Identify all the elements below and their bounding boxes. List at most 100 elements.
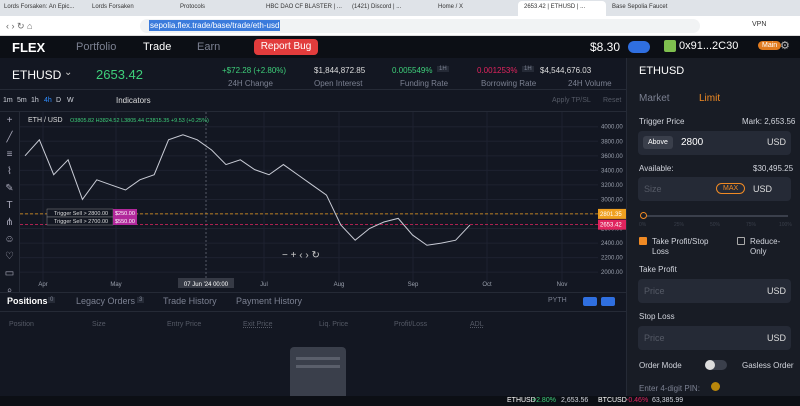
tab[interactable]: Protocols	[180, 4, 206, 10]
bottom-tab[interactable]: Legacy Orders	[76, 296, 136, 306]
timeframe[interactable]: 1h	[31, 97, 39, 104]
empty-icon	[290, 347, 346, 397]
x-tick-label: Aug	[334, 282, 345, 288]
stat-label: 24H Change	[228, 79, 273, 88]
field-label: Trigger Price	[639, 117, 685, 126]
positions-panel: Positions 0 Legacy Orders 3 Trade Histor…	[0, 292, 626, 397]
price-line-series	[24, 134, 471, 246]
expand-btn[interactable]	[583, 297, 597, 306]
gasless-label: Gasless Order	[742, 361, 794, 370]
balance[interactable]: $8.30	[590, 40, 621, 54]
timeframe[interactable]: 1m	[3, 97, 13, 104]
y-tick-label: 3400.00	[601, 168, 623, 174]
placeholder[interactable]: Price	[644, 333, 665, 343]
tab-bar: Lords Forsaken: An Epic... Lords Forsake…	[0, 0, 800, 16]
sl-input[interactable]	[638, 326, 791, 350]
bottom-tab[interactable]: Trade History	[163, 296, 217, 306]
timeframe[interactable]: D	[56, 97, 62, 104]
symbol[interactable]: ETHUSD	[12, 68, 62, 82]
address-row: ‹ › ↻ ⌂ sepolia.flex.trade/base/trade/et…	[0, 16, 800, 36]
active-tab[interactable]	[518, 1, 606, 16]
tab[interactable]: (1421) Discord | ...	[352, 4, 402, 10]
tpsl-label[interactable]: Take Profit/Stop Loss	[652, 237, 709, 256]
nav-link[interactable]: Earn	[197, 41, 221, 53]
mode-tab[interactable]: Limit	[699, 93, 721, 104]
stat-tag[interactable]: 1H	[522, 66, 534, 72]
status-symbol: ETHUSD	[507, 397, 536, 404]
vpn[interactable]: VPN	[752, 21, 767, 28]
tab[interactable]: Base Sepolia Faucet	[612, 4, 668, 10]
y-tick-label: 3000.00	[601, 197, 623, 203]
indicators[interactable]: Indicators	[116, 96, 151, 105]
size-unit[interactable]: USD	[753, 184, 773, 194]
column-header: Exit Price	[243, 321, 273, 328]
trigger-value[interactable]: 2800	[681, 137, 704, 148]
status-bar: ETHUSD +2.80% 2,653.56 BTCUSD -0.46% 63,…	[0, 396, 800, 406]
chart-bg	[20, 112, 626, 292]
settings[interactable]: ⚙	[780, 40, 790, 52]
size-input[interactable]	[638, 177, 791, 201]
column-header: Size	[92, 321, 106, 328]
order-panel: ETHUSD Market Limit Trigger Price Mark: …	[626, 58, 800, 396]
price-tag-label: 2653.42	[600, 223, 622, 229]
crosshair-label: 07 Jun '24 00:00	[184, 282, 229, 288]
unit: USD	[767, 333, 787, 343]
column-header: ADL	[470, 321, 484, 328]
placeholder[interactable]: Price	[644, 286, 665, 296]
stat-tag[interactable]: 1H	[437, 66, 449, 72]
timeframe[interactable]: W	[67, 97, 74, 104]
report-bug[interactable]: Report Bug	[254, 39, 318, 55]
toggle-knob	[705, 360, 715, 370]
checkbox[interactable]	[639, 237, 647, 245]
order-amount: $250.00	[115, 211, 135, 217]
logo[interactable]: FLEX	[12, 40, 46, 55]
pin-label: Enter 4-digit PIN:	[639, 384, 700, 393]
network-toggle[interactable]	[628, 41, 650, 53]
bottom-tab[interactable]: Payment History	[236, 296, 303, 306]
timeframe[interactable]: 4h	[44, 97, 52, 104]
slider-label: 75%	[746, 222, 757, 228]
tab[interactable]: Home / X	[438, 4, 464, 10]
status-price: 63,385.99	[652, 397, 684, 404]
drawing-tools[interactable]: + ╱ ≡ ⌇ ✎ T ⋔ ☺ ♡ ▭ ⌕	[0, 112, 20, 296]
reset[interactable]: Reset	[603, 97, 622, 104]
url[interactable]: sepolia.flex.trade/base/trade/eth-usd	[149, 20, 281, 31]
apply-tpsl[interactable]: Apply TP/SL	[552, 97, 591, 104]
above-toggle[interactable]: Above	[643, 136, 673, 149]
stat-label: 24H Volume	[568, 79, 612, 88]
nav-buttons[interactable]: ‹ › ↻ ⌂	[6, 21, 33, 31]
ticker-bar: ETHUSD ⌄ 2653.42 +$72.28 (+2.80%) 24H Ch…	[0, 58, 626, 90]
status-price: 2,653.56	[561, 397, 589, 404]
nav-link[interactable]: Trade	[143, 41, 172, 53]
avatar	[664, 40, 676, 52]
collapse-btn[interactable]	[601, 297, 615, 306]
chart-controls: − + ‹ › ↻	[282, 250, 320, 261]
address[interactable]: 0x91...2C30	[679, 40, 739, 52]
reduce-label[interactable]: Reduce-Only	[750, 237, 781, 256]
slider-thumb[interactable]	[640, 212, 647, 219]
x-tick-label: Apr	[38, 282, 47, 288]
tab[interactable]: Lords Forsaken: An Epic...	[4, 4, 75, 10]
tp-input[interactable]	[638, 279, 791, 303]
tab[interactable]: HBC DAO CF BLASTER | ...	[266, 4, 342, 10]
y-tick-label: 3200.00	[601, 183, 623, 189]
status-change: -0.46%	[626, 397, 649, 404]
checkbox[interactable]	[737, 237, 745, 245]
mode-tab[interactable]: Market	[639, 93, 670, 104]
nav-link[interactable]: Portfolio	[76, 41, 117, 53]
timeframe[interactable]: 5m	[17, 97, 27, 104]
column-header: Liq. Price	[319, 321, 349, 328]
order-amount-bg	[113, 209, 137, 217]
panel-symbol: ETHUSD	[639, 65, 685, 77]
tab[interactable]: Lords Forsaken	[92, 4, 134, 10]
dropdown[interactable]: ⌄	[64, 67, 73, 78]
slider-label: 25%	[674, 222, 685, 228]
chart-title: ETH / USD	[28, 117, 63, 124]
bottom-tab[interactable]: Positions	[7, 296, 48, 306]
max-btn[interactable]: MAX	[716, 183, 746, 194]
slider-track[interactable]	[642, 215, 788, 217]
size-placeholder[interactable]: Size	[644, 184, 662, 194]
tab[interactable]: 2653.42 | ETHUSD | ...	[524, 4, 586, 10]
gasless-toggle[interactable]	[705, 360, 727, 370]
empty-icon-line	[296, 365, 340, 368]
